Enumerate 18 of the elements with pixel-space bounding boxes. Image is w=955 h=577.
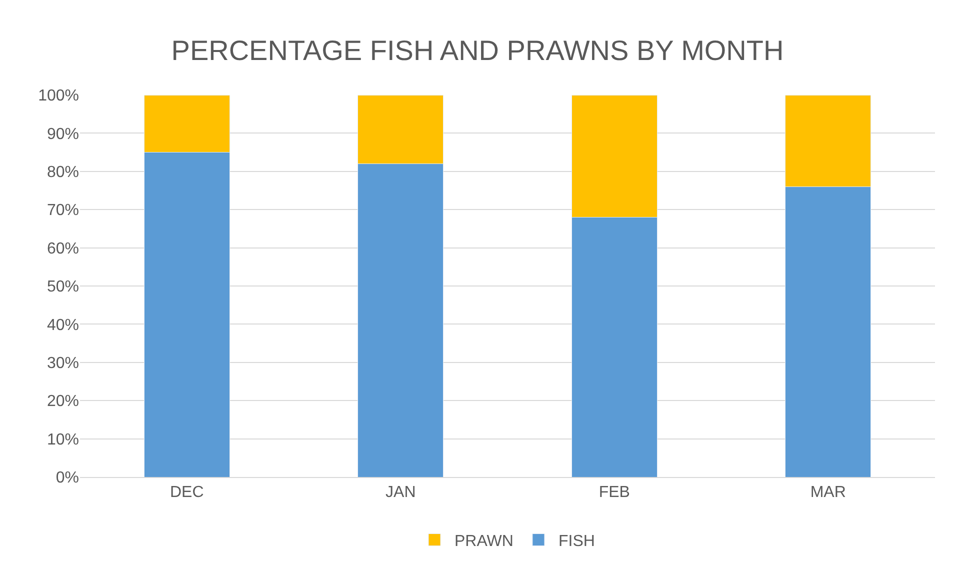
y-tick-label: 100% bbox=[38, 88, 79, 105]
y-tick-label: 50% bbox=[46, 278, 79, 296]
x-tick-label: JAN bbox=[386, 484, 416, 502]
y-tick-label: 40% bbox=[46, 316, 79, 334]
legend-label: FISH bbox=[558, 532, 595, 550]
legend-label: PRAWN bbox=[454, 532, 514, 550]
x-tick-label: MAR bbox=[810, 484, 846, 502]
y-tick-label: 90% bbox=[46, 126, 79, 143]
y-tick-label: 0% bbox=[56, 470, 79, 487]
y-tick-label: 20% bbox=[46, 393, 79, 410]
y-tick-label: 60% bbox=[46, 240, 79, 258]
x-tick-label: DEC bbox=[170, 484, 204, 502]
y-tick-label: 10% bbox=[46, 431, 79, 448]
chart-title: PERCENTAGE FISH AND PRAWNS BY MONTH bbox=[171, 34, 784, 66]
y-tick-label: 30% bbox=[46, 355, 79, 372]
y-tick-label: 70% bbox=[46, 202, 79, 220]
y-tick-label: 80% bbox=[46, 164, 79, 181]
x-tick-label: FEB bbox=[598, 484, 630, 502]
